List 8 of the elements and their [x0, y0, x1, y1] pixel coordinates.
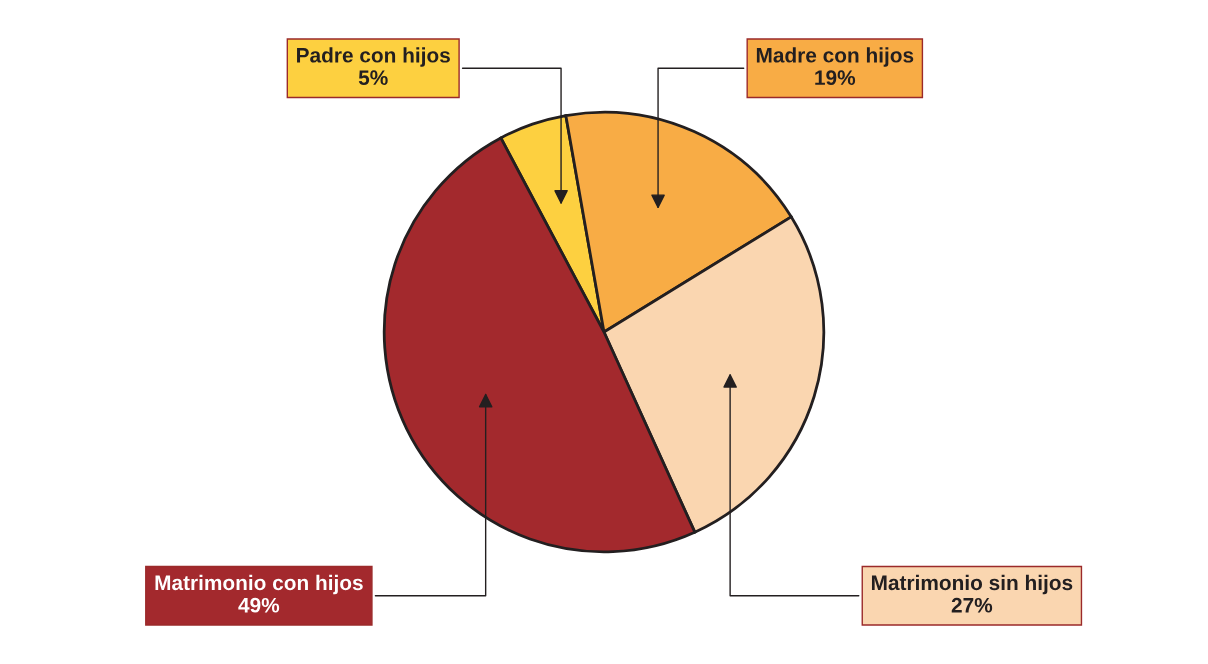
data-label: 49%: [238, 597, 280, 613]
slice-label: Padre con hijos: [297, 47, 450, 67]
data-label: 19%: [815, 70, 856, 86]
slice-label: Matrimonio con hijos: [155, 574, 363, 595]
slice-label: Matrimonio sin hijos: [871, 574, 1073, 595]
data-label: 27%: [951, 597, 993, 613]
data-label: 5%: [358, 70, 388, 86]
slice-label: Madre con hijos: [756, 47, 914, 67]
